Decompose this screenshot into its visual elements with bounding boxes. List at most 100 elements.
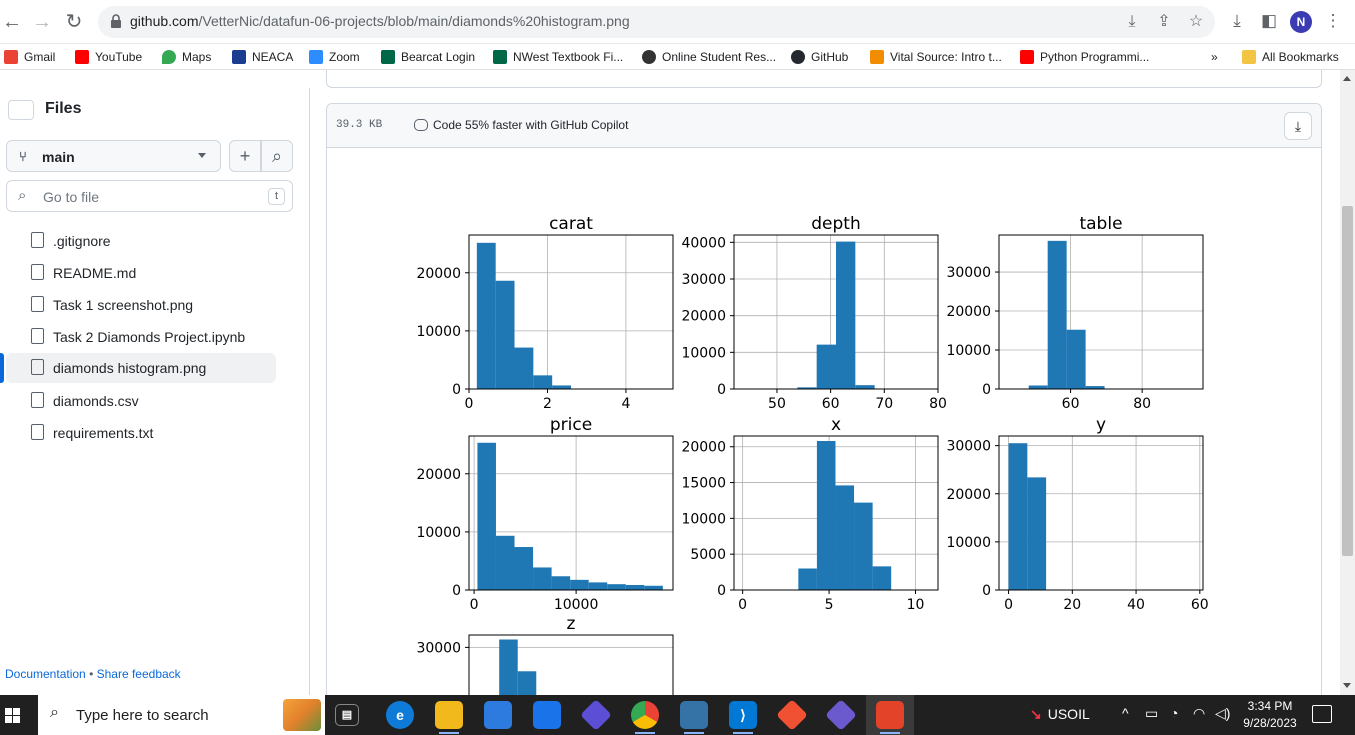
bookmark-youtube[interactable]: YouTube: [75, 48, 142, 66]
file-item[interactable]: Task 1 screenshot.png: [6, 290, 276, 320]
chart-title-carat: carat: [549, 214, 593, 234]
store-icon[interactable]: [484, 701, 512, 729]
vital-source-icon: [870, 50, 884, 64]
side-panel-icon[interactable]: ◧: [1260, 11, 1278, 30]
scroll-down-icon[interactable]: [1343, 683, 1351, 688]
file-explorer-icon[interactable]: [435, 701, 463, 734]
bearcat-icon: [381, 50, 395, 64]
histogram-bar: [477, 442, 496, 590]
file-item[interactable]: .gitignore: [6, 226, 276, 256]
y-tick-label: 30000: [946, 265, 991, 281]
stock-widget[interactable]: ↘ USOIL: [1030, 706, 1090, 722]
browser-toolbar: ← → ↻ github.com/VetterNic/datafun-06-pr…: [0, 0, 1355, 44]
y-tick-label: 10000: [416, 525, 461, 541]
download-icon[interactable]: ⤓: [1233, 11, 1241, 30]
task-view-icon[interactable]: ▤: [335, 704, 359, 726]
forward-icon[interactable]: →: [32, 11, 52, 33]
start-button[interactable]: [5, 695, 31, 735]
chevron-up-icon[interactable]: ^: [1122, 705, 1129, 721]
file-content-box: 39.3 KB Code 55% faster with GitHub Copi…: [326, 103, 1322, 695]
download-icon: ⤓: [1294, 118, 1302, 134]
file-tree-sidebar: Files ⑂ main + ⌕ ⌕ Go to file t .gitigno…: [0, 88, 310, 695]
app-icon-2[interactable]: [825, 699, 857, 731]
app-icon[interactable]: [580, 699, 612, 731]
notification-icon[interactable]: [1312, 705, 1332, 723]
vscode-icon[interactable]: ⟩: [729, 701, 757, 734]
histogram-bar: [1047, 240, 1067, 389]
chrome-icon[interactable]: [631, 701, 659, 734]
maps-icon: [162, 50, 176, 64]
histogram-bar: [835, 485, 855, 590]
install-icon[interactable]: ⤓: [1128, 13, 1136, 30]
bookmark-maps[interactable]: Maps: [162, 48, 211, 66]
all-bookmarks-button[interactable]: All Bookmarks: [1242, 48, 1339, 66]
search-button[interactable]: ⌕: [261, 140, 293, 172]
git-icon[interactable]: [776, 699, 808, 731]
python-icon[interactable]: [680, 701, 708, 734]
histogram-bar: [816, 441, 836, 590]
copilot-icon: [414, 119, 428, 131]
y-tick-label: 40000: [681, 235, 726, 251]
bookmark-neaca[interactable]: NEACA: [232, 48, 293, 66]
share-feedback-link[interactable]: Share feedback: [96, 667, 181, 681]
file-item[interactable]: diamonds.csv: [6, 386, 276, 416]
documentation-link[interactable]: Documentation: [5, 667, 86, 681]
volume-icon[interactable]: ◁): [1215, 705, 1231, 721]
reload-icon[interactable]: ↻: [65, 11, 83, 33]
share-icon[interactable]: ⇪: [1157, 13, 1171, 30]
bookmark-github[interactable]: GitHub: [791, 48, 848, 66]
file-item[interactable]: README.md: [6, 258, 276, 288]
edge-icon[interactable]: e: [386, 701, 414, 729]
app-icon-active[interactable]: [876, 701, 904, 734]
y-tick-label: 10000: [946, 535, 991, 551]
go-to-file-input[interactable]: ⌕ Go to file t: [6, 180, 293, 212]
taskbar-search[interactable]: ⌕ Type here to search: [38, 695, 325, 735]
copilot-promo[interactable]: Code 55% faster with GitHub Copilot: [414, 118, 628, 132]
scroll-thumb[interactable]: [1342, 206, 1353, 556]
page-scrollbar[interactable]: [1340, 70, 1355, 695]
branch-selector[interactable]: ⑂ main: [6, 140, 221, 172]
histogram-bar: [551, 576, 571, 590]
file-item-active[interactable]: diamonds histogram.png: [6, 353, 276, 383]
bookmark-online-student[interactable]: Online Student Res...: [642, 48, 776, 66]
wifi-icon[interactable]: ◠: [1193, 705, 1206, 721]
address-bar[interactable]: github.com/VetterNic/datafun-06-projects…: [98, 6, 1215, 38]
bookmark-zoom[interactable]: Zoom: [309, 48, 360, 66]
star-icon[interactable]: ☆: [1188, 13, 1204, 30]
x-tick-label: 10000: [554, 597, 599, 613]
bookmark-python-programming[interactable]: Python Programmi...: [1020, 48, 1149, 66]
histogram-bar: [570, 579, 589, 590]
more-bookmarks-button[interactable]: »: [1211, 50, 1218, 64]
scroll-up-icon[interactable]: [1343, 76, 1351, 81]
bookmark-nwest-textbook[interactable]: NWest Textbook Fi...: [493, 48, 623, 66]
add-file-button[interactable]: +: [229, 140, 261, 172]
menu-icon[interactable]: ⋮: [1324, 11, 1342, 30]
back-icon[interactable]: ←: [2, 11, 22, 33]
mail-icon[interactable]: [533, 701, 561, 729]
histogram-bar: [816, 344, 836, 389]
y-tick-label: 10000: [946, 343, 991, 359]
y-tick-label: 0: [982, 583, 991, 599]
battery-icon[interactable]: ▭: [1145, 705, 1159, 721]
bookmark-bearcat-login[interactable]: Bearcat Login: [381, 48, 475, 66]
bookmark-gmail[interactable]: Gmail: [4, 48, 55, 66]
x-tick-label: 2: [543, 396, 552, 412]
x-tick-label: 50: [768, 396, 786, 412]
network-icon[interactable]: ◔: [1170, 705, 1179, 721]
gmail-icon: [4, 50, 18, 64]
histogram-bar: [1028, 385, 1048, 389]
chart-title-y: y: [1096, 415, 1106, 435]
file-item[interactable]: Task 2 Diamonds Project.ipynb: [6, 322, 276, 352]
sidebar-collapse-icon[interactable]: [8, 100, 34, 120]
file-item[interactable]: requirements.txt: [6, 418, 276, 448]
file-icon: [31, 264, 44, 280]
x-tick-label: 80: [929, 396, 947, 412]
histogram-bar: [476, 242, 496, 389]
bookmark-vital-source[interactable]: Vital Source: Intro t...: [870, 48, 1002, 66]
y-tick-label: 30000: [681, 272, 726, 288]
histogram-bar: [499, 639, 518, 695]
profile-avatar[interactable]: N: [1290, 11, 1312, 33]
download-raw-button[interactable]: ⤓: [1284, 112, 1312, 140]
y-tick-label: 20000: [416, 266, 461, 282]
system-clock[interactable]: 3:34 PM 9/28/2023: [1240, 698, 1300, 732]
